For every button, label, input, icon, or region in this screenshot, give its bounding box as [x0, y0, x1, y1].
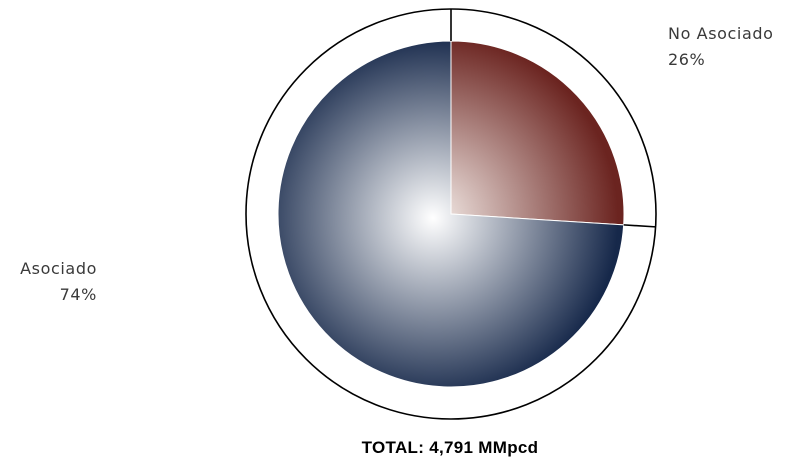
slice-label-asociado: Asociado 74% [0, 256, 97, 308]
ring-divider-1 [623, 224, 656, 228]
slice-value-asociado: 74% [59, 285, 97, 304]
slice-name-no-asociado: No Asociado [668, 24, 774, 43]
chart-total: TOTAL: 4,791 MMpcd [361, 438, 539, 457]
pie-ring-dividers [450, 9, 656, 228]
slice-name-asociado: Asociado [20, 259, 97, 278]
pie-slice-asociado [277, 40, 625, 388]
slice-value-no-asociado: 26% [668, 50, 706, 69]
pie-slice-no-asociado [450, 40, 625, 226]
slice-label-no-asociado: No Asociado 26% [668, 21, 774, 73]
pie-slices [277, 40, 625, 388]
